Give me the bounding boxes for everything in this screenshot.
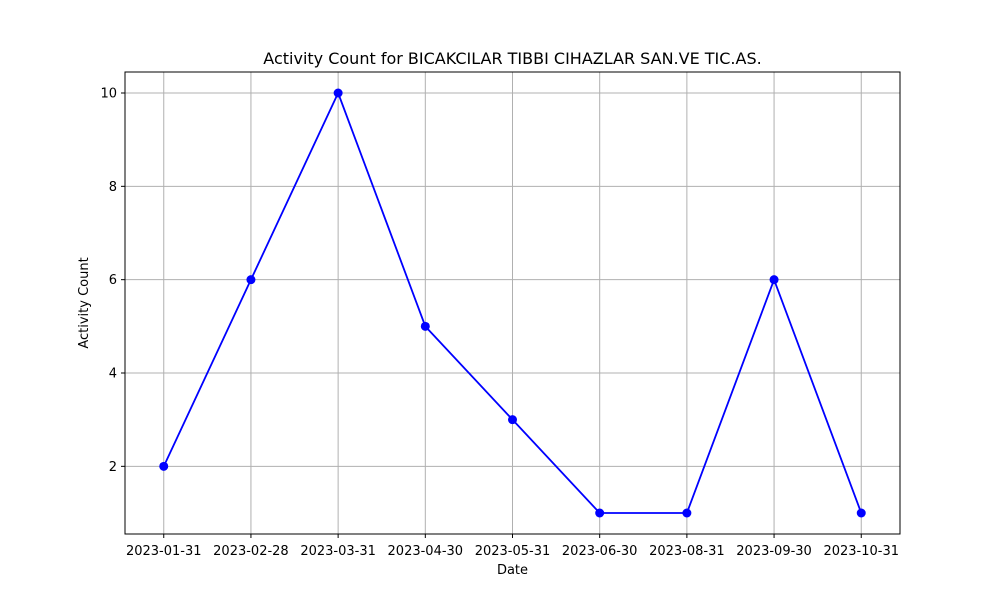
data-point <box>682 508 692 518</box>
x-tick-label: 2023-01-31 <box>126 544 202 559</box>
x-tick-label: 2023-06-30 <box>562 544 638 559</box>
data-point <box>333 88 343 98</box>
y-tick-label: 10 <box>100 87 117 102</box>
x-tick-label: 2023-04-30 <box>388 544 464 559</box>
chart-title: Activity Count for BICAKCILAR TIBBI CIHA… <box>263 49 761 68</box>
y-tick-label: 6 <box>109 273 117 288</box>
data-point <box>508 415 517 425</box>
axis-ticks: 2023-01-31 2023-02-28 2023-03-31 2023-04-30… <box>100 87 899 560</box>
x-tick-label: 2023-08-31 <box>649 544 725 559</box>
x-tick-label: 2023-03-31 <box>300 544 376 559</box>
data-point <box>856 508 866 518</box>
x-tick-label: 2023-05-31 <box>475 544 551 559</box>
data-point <box>595 508 605 518</box>
data-point <box>246 275 256 285</box>
series-layer <box>159 88 866 518</box>
x-tick-label: 2023-10-31 <box>823 544 899 559</box>
x-tick-label: 2023-09-30 <box>736 544 812 559</box>
y-tick-label: 2 <box>109 460 117 475</box>
x-axis-label: Date <box>497 563 528 578</box>
data-point <box>769 275 779 285</box>
data-point <box>159 461 169 471</box>
y-tick-label: 4 <box>109 367 117 382</box>
data-point <box>420 321 430 331</box>
y-axis-label: Activity Count <box>77 257 92 348</box>
y-tick-label: 8 <box>109 180 117 195</box>
x-tick-label: 2023-02-28 <box>213 544 289 559</box>
